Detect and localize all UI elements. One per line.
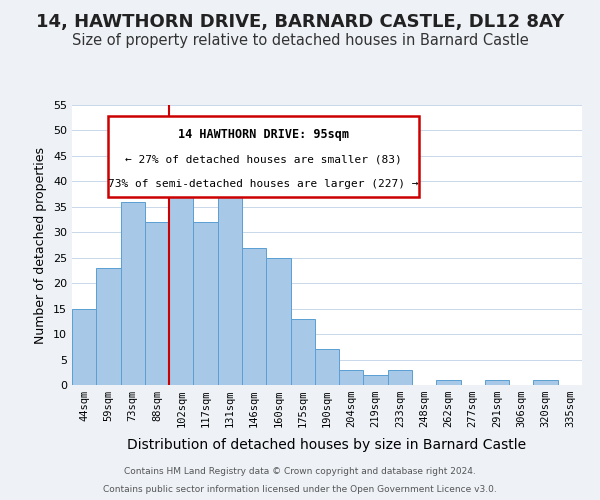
Bar	[266, 258, 290, 385]
Bar	[193, 222, 218, 385]
Bar	[485, 380, 509, 385]
Bar	[436, 380, 461, 385]
Text: Contains HM Land Registry data © Crown copyright and database right 2024.: Contains HM Land Registry data © Crown c…	[124, 467, 476, 476]
Bar	[121, 202, 145, 385]
Bar	[315, 350, 339, 385]
Bar	[339, 370, 364, 385]
Text: 73% of semi-detached houses are larger (227) →: 73% of semi-detached houses are larger (…	[108, 178, 419, 188]
Text: 14 HAWTHORN DRIVE: 95sqm: 14 HAWTHORN DRIVE: 95sqm	[178, 128, 349, 140]
Bar	[169, 161, 193, 385]
Text: 14, HAWTHORN DRIVE, BARNARD CASTLE, DL12 8AY: 14, HAWTHORN DRIVE, BARNARD CASTLE, DL12…	[36, 12, 564, 30]
Text: ← 27% of detached houses are smaller (83): ← 27% of detached houses are smaller (83…	[125, 154, 401, 164]
Bar	[533, 380, 558, 385]
Bar	[145, 222, 169, 385]
Y-axis label: Number of detached properties: Number of detached properties	[34, 146, 47, 344]
Bar	[242, 248, 266, 385]
FancyBboxPatch shape	[108, 116, 419, 198]
Bar	[364, 375, 388, 385]
Text: Size of property relative to detached houses in Barnard Castle: Size of property relative to detached ho…	[71, 32, 529, 48]
Bar	[96, 268, 121, 385]
Text: Contains public sector information licensed under the Open Government Licence v3: Contains public sector information licen…	[103, 485, 497, 494]
X-axis label: Distribution of detached houses by size in Barnard Castle: Distribution of detached houses by size …	[127, 438, 527, 452]
Bar	[218, 182, 242, 385]
Bar	[72, 308, 96, 385]
Bar	[388, 370, 412, 385]
Bar	[290, 319, 315, 385]
